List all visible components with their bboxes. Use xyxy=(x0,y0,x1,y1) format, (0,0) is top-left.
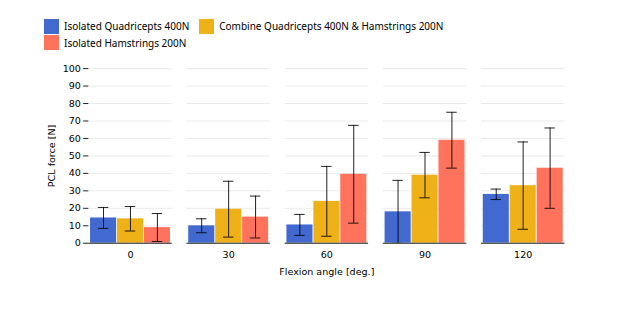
svg-text:120: 120 xyxy=(514,249,532,260)
svg-text:90: 90 xyxy=(419,249,431,260)
svg-text:10: 10 xyxy=(69,220,81,231)
html-text:Isolated Quadricepts 400N: Isolated Quadricepts 400N xyxy=(64,19,190,34)
svg-text:Flexion angle [deg.]: Flexion angle [deg.] xyxy=(279,266,374,277)
svg-text:50: 50 xyxy=(69,150,81,161)
svg-text:30: 30 xyxy=(69,185,81,196)
svg-text:80: 80 xyxy=(69,98,81,109)
svg-text:60: 60 xyxy=(69,133,81,144)
svg-text:20: 20 xyxy=(69,202,81,213)
svg-text:70: 70 xyxy=(69,115,81,126)
html-text:Isolated Hamstrings 200N: Isolated Hamstrings 200N xyxy=(64,35,187,50)
svg-text:40: 40 xyxy=(69,167,81,178)
svg-text:100: 100 xyxy=(63,63,81,74)
svg-text:90: 90 xyxy=(69,80,81,91)
svg-text:30: 30 xyxy=(223,249,235,260)
html-text:Combine Quadricepts 400N & Ham: Combine Quadricepts 400N & Hamstrings 20… xyxy=(219,19,444,34)
svg-text:0: 0 xyxy=(75,237,81,248)
svg-text:0: 0 xyxy=(127,249,133,260)
svg-text:PCL force [N]: PCL force [N] xyxy=(46,125,57,187)
svg-text:60: 60 xyxy=(321,249,333,260)
